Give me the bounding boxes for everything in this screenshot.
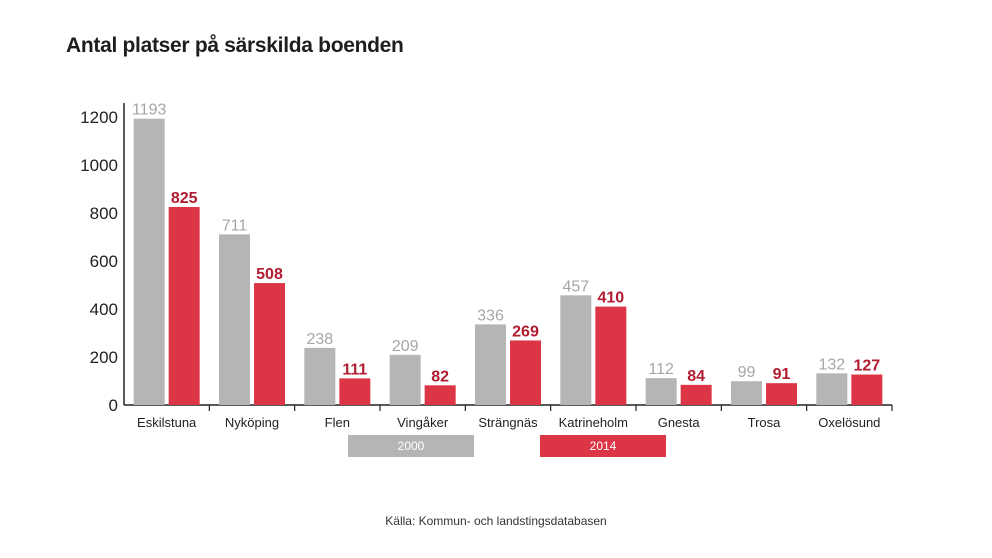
bar-2014-7 <box>766 383 797 405</box>
y-tick-label: 200 <box>90 348 118 367</box>
data-label-2000: 209 <box>392 338 419 355</box>
y-tick-label: 1000 <box>80 156 118 175</box>
data-label-2014: 825 <box>171 190 198 207</box>
bar-2014-5 <box>595 306 627 405</box>
data-label-2000: 457 <box>562 278 589 295</box>
data-label-2014: 84 <box>687 368 705 385</box>
bar-2014-2 <box>339 378 371 405</box>
bar-2000-2 <box>304 347 336 405</box>
data-label-2014: 508 <box>256 266 283 283</box>
data-label-2014: 111 <box>342 361 367 378</box>
bar-2014-1 <box>254 283 285 405</box>
bar-2000-5 <box>560 295 592 405</box>
data-label-2000: 99 <box>738 364 756 381</box>
data-label-2014: 127 <box>853 358 880 375</box>
data-label-2014: 82 <box>431 368 449 385</box>
data-label-2000: 238 <box>306 331 333 348</box>
bar-2000-7 <box>731 381 762 405</box>
y-tick-label: 1200 <box>80 108 118 127</box>
data-label-2014: 269 <box>512 323 539 340</box>
bar-2014-0 <box>168 207 200 405</box>
bar-2014-3 <box>424 385 456 405</box>
bar-2000-1 <box>219 234 250 405</box>
bar-2014-8 <box>851 374 883 405</box>
data-label-2000: 112 <box>648 361 674 378</box>
x-tick-label: Flen <box>325 415 350 430</box>
y-tick-label: 800 <box>90 204 118 223</box>
x-tick-label: Strängnäs <box>478 415 538 430</box>
bar-2014-4 <box>510 340 541 405</box>
data-label-2000: 336 <box>477 307 504 324</box>
data-label-2000: 1193 <box>132 102 167 119</box>
chart-title: Antal platser på särskilda boenden <box>66 34 404 57</box>
bar-2014-6 <box>680 384 712 405</box>
bar-2000-0 <box>133 118 165 406</box>
y-tick-label: 400 <box>90 300 118 319</box>
bar-2000-4 <box>475 324 506 405</box>
x-tick-label: Eskilstuna <box>137 415 197 430</box>
y-tick-label: 600 <box>90 252 118 271</box>
bar-2000-8 <box>816 373 848 405</box>
x-tick-label: Katrineholm <box>559 415 628 430</box>
x-tick-label: Nyköping <box>225 415 279 430</box>
x-tick-label: Vingåker <box>397 415 449 430</box>
data-label-2014: 91 <box>773 366 791 383</box>
source-note: Källa: Kommun- och landstingsdatabasen <box>385 514 607 528</box>
x-tick-label: Gnesta <box>658 415 701 430</box>
y-tick-label: 0 <box>109 396 118 415</box>
data-label-2000: 132 <box>818 356 845 373</box>
bar-2000-3 <box>389 354 421 405</box>
x-tick-label: Trosa <box>748 415 782 430</box>
x-tick-label: Oxelösund <box>818 415 880 430</box>
data-label-2000: 711 <box>222 217 248 234</box>
bar-2000-6 <box>645 378 677 405</box>
data-label-2014: 410 <box>597 290 624 307</box>
